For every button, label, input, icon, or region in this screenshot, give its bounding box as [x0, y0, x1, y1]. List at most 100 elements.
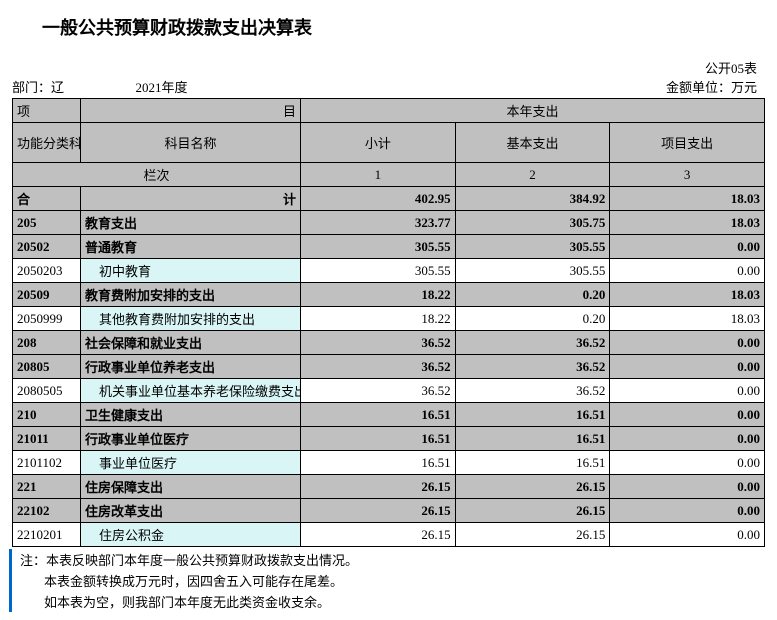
cell-name: 初中教育	[81, 259, 301, 283]
table-row: 208社会保障和就业支出36.5236.520.00	[13, 331, 765, 355]
cell-project: 0.00	[610, 379, 765, 403]
cell-name: 住房保障支出	[81, 475, 301, 499]
cell-basic: 305.75	[455, 211, 610, 235]
cell-basic: 0.20	[455, 307, 610, 331]
cell-subtotal: 305.55	[301, 235, 456, 259]
cell-subtotal: 16.51	[301, 427, 456, 451]
cell-name: 教育支出	[81, 211, 301, 235]
cell-code: 210	[13, 403, 81, 427]
note-line: 如本表为空，则我部门本年度无此类资金收支余。	[9, 591, 765, 612]
cell-basic: 0.20	[455, 283, 610, 307]
dept-label: 部门：辽 2021年度	[12, 77, 188, 96]
hdr-func-code: 功能分类科目编码	[13, 123, 81, 163]
table-row: 2050203初中教育305.55305.550.00	[13, 259, 765, 283]
page-title: 一般公共预算财政拨款支出决算表	[12, 8, 765, 58]
total-label-r: 计	[81, 187, 301, 211]
cell-subtotal: 26.15	[301, 523, 456, 547]
cell-project: 0.00	[610, 331, 765, 355]
table-row: 205教育支出323.77305.7518.03	[13, 211, 765, 235]
table-row: 221住房保障支出26.1526.150.00	[13, 475, 765, 499]
cell-basic: 16.51	[455, 451, 610, 475]
cell-name: 教育费附加安排的支出	[81, 283, 301, 307]
hdr-c3: 3	[610, 163, 765, 187]
cell-subtotal: 16.51	[301, 403, 456, 427]
cell-code: 21011	[13, 427, 81, 451]
table-row: 22102住房改革支出26.1526.150.00	[13, 499, 765, 523]
cell-subtotal: 36.52	[301, 355, 456, 379]
cell-code: 20509	[13, 283, 81, 307]
cell-project: 18.03	[610, 283, 765, 307]
cell-project: 0.00	[610, 427, 765, 451]
cell-subtotal: 323.77	[301, 211, 456, 235]
cell-code: 205	[13, 211, 81, 235]
hdr-c1: 1	[301, 163, 456, 187]
table-row: 20502普通教育305.55305.550.00	[13, 235, 765, 259]
hdr-project-exp: 项目支出	[610, 123, 765, 163]
hdr-subtotal: 小计	[301, 123, 456, 163]
cell-subtotal: 16.51	[301, 451, 456, 475]
cell-code: 2080505	[13, 379, 81, 403]
cell-code: 221	[13, 475, 81, 499]
cell-code: 20502	[13, 235, 81, 259]
cell-name: 其他教育费附加安排的支出	[81, 307, 301, 331]
total-basic: 384.92	[455, 187, 610, 211]
cell-subtotal: 305.55	[301, 259, 456, 283]
cell-subtotal: 36.52	[301, 379, 456, 403]
cell-name: 住房改革支出	[81, 499, 301, 523]
table-row: 2080505机关事业单位基本养老保险缴费支出36.5236.520.00	[13, 379, 765, 403]
cell-basic: 36.52	[455, 331, 610, 355]
cell-name: 卫生健康支出	[81, 403, 301, 427]
cell-code: 2101102	[13, 451, 81, 475]
budget-table: 项 目 本年支出 功能分类科目编码 科目名称 小计 基本支出 项目支出 栏次 1…	[12, 98, 765, 547]
hdr-subject-name: 科目名称	[81, 123, 301, 163]
hdr-this-year: 本年支出	[301, 99, 765, 123]
hdr-lanci: 栏次	[13, 163, 301, 187]
cell-code: 2210201	[13, 523, 81, 547]
hdr-basic: 基本支出	[455, 123, 610, 163]
cell-name: 机关事业单位基本养老保险缴费支出	[81, 379, 301, 403]
cell-project: 0.00	[610, 499, 765, 523]
cell-basic: 305.55	[455, 259, 610, 283]
cell-code: 2050999	[13, 307, 81, 331]
cell-subtotal: 26.15	[301, 499, 456, 523]
cell-basic: 305.55	[455, 235, 610, 259]
cell-project: 0.00	[610, 475, 765, 499]
cell-project: 0.00	[610, 451, 765, 475]
table-row: 2101102事业单位医疗16.5116.510.00	[13, 451, 765, 475]
cell-subtotal: 36.52	[301, 331, 456, 355]
cell-name: 行政事业单位医疗	[81, 427, 301, 451]
table-row: 2050999其他教育费附加安排的支出18.220.2018.03	[13, 307, 765, 331]
total-project: 18.03	[610, 187, 765, 211]
cell-code: 208	[13, 331, 81, 355]
table-row: 2210201住房公积金26.1526.150.00	[13, 523, 765, 547]
cell-name: 行政事业单位养老支出	[81, 355, 301, 379]
cell-basic: 26.15	[455, 475, 610, 499]
form-number: 公开05表	[12, 58, 765, 77]
total-subtotal: 402.95	[301, 187, 456, 211]
hdr-mu: 目	[81, 99, 301, 123]
cell-name: 普通教育	[81, 235, 301, 259]
cell-project: 0.00	[610, 259, 765, 283]
cell-basic: 16.51	[455, 427, 610, 451]
table-row: 21011行政事业单位医疗16.5116.510.00	[13, 427, 765, 451]
unit-label: 金额单位：万元	[666, 77, 757, 96]
cell-basic: 26.15	[455, 523, 610, 547]
cell-name: 社会保障和就业支出	[81, 331, 301, 355]
cell-code: 20805	[13, 355, 81, 379]
hdr-c2: 2	[455, 163, 610, 187]
cell-project: 18.03	[610, 211, 765, 235]
cell-basic: 26.15	[455, 499, 610, 523]
cell-project: 0.00	[610, 523, 765, 547]
cell-project: 0.00	[610, 355, 765, 379]
cell-code: 2050203	[13, 259, 81, 283]
notes: 注：本表反映部门本年度一般公共预算财政拨款支出情况。 本表金额转换成万元时，因四…	[12, 547, 765, 612]
cell-basic: 36.52	[455, 355, 610, 379]
note-line: 本表金额转换成万元时，因四舍五入可能存在尾差。	[9, 570, 765, 591]
table-row: 20509教育费附加安排的支出18.220.2018.03	[13, 283, 765, 307]
cell-project: 0.00	[610, 235, 765, 259]
cell-basic: 36.52	[455, 379, 610, 403]
hdr-project: 项	[13, 99, 81, 123]
cell-code: 22102	[13, 499, 81, 523]
cell-project: 0.00	[610, 403, 765, 427]
table-row: 20805行政事业单位养老支出36.5236.520.00	[13, 355, 765, 379]
